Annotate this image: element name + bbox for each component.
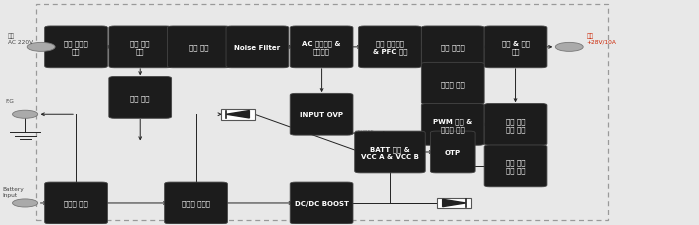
Text: 출력
+28V/10A: 출력 +28V/10A <box>586 33 617 44</box>
Circle shape <box>555 43 583 52</box>
FancyBboxPatch shape <box>438 198 471 209</box>
FancyBboxPatch shape <box>45 27 108 68</box>
FancyBboxPatch shape <box>431 131 475 173</box>
Text: F.G: F.G <box>6 99 15 104</box>
Text: 입력
AC 220V: 입력 AC 220V <box>8 33 33 44</box>
Text: 전력 변환부: 전력 변환부 <box>441 44 465 51</box>
FancyBboxPatch shape <box>290 27 353 68</box>
FancyBboxPatch shape <box>165 182 227 224</box>
Text: 입력 과전류
보호: 입력 과전류 보호 <box>64 40 88 55</box>
FancyBboxPatch shape <box>109 27 172 68</box>
Text: Battery
Input: Battery Input <box>3 187 24 197</box>
Circle shape <box>13 111 38 119</box>
FancyBboxPatch shape <box>421 63 484 105</box>
FancyBboxPatch shape <box>221 109 254 120</box>
Text: 서지 보호: 서지 보호 <box>189 44 208 51</box>
Bar <box>36 5 607 220</box>
Text: 돌입 전류
방지: 돌입 전류 방지 <box>131 40 150 55</box>
Text: 출력 전압
다음 회로: 출력 전압 다음 회로 <box>506 118 525 132</box>
Text: AC 입력정류 &
정렬회로: AC 입력정류 & 정렬회로 <box>303 40 341 55</box>
Text: Noise Filter: Noise Filter <box>234 45 280 51</box>
Text: ON/OFF: ON/OFF <box>443 150 463 155</box>
FancyBboxPatch shape <box>421 27 484 68</box>
Text: 과방전 차단부: 과방전 차단부 <box>182 200 210 206</box>
Text: BATT 충전 &
VCC A & VCC B: BATT 충전 & VCC A & VCC B <box>361 145 419 159</box>
Text: INPUT OVP: INPUT OVP <box>300 112 343 118</box>
FancyBboxPatch shape <box>45 182 108 224</box>
FancyBboxPatch shape <box>484 104 547 146</box>
FancyBboxPatch shape <box>421 104 484 146</box>
FancyBboxPatch shape <box>290 182 353 224</box>
Text: 역률 보상회로
& PFC 제어: 역률 보상회로 & PFC 제어 <box>373 40 408 55</box>
Text: DC/DC BOOST: DC/DC BOOST <box>294 200 349 206</box>
Text: 정류 & 평활
회로: 정류 & 평활 회로 <box>501 40 530 55</box>
Text: 과전류 보호: 과전류 보호 <box>64 200 88 206</box>
Text: 출력 전압
감지 회로: 출력 전압 감지 회로 <box>506 159 525 173</box>
Circle shape <box>13 199 38 207</box>
Text: 서지 보호: 서지 보호 <box>131 95 150 101</box>
Text: 스위칭 회로: 스위칭 회로 <box>441 81 465 87</box>
FancyBboxPatch shape <box>354 131 425 173</box>
FancyBboxPatch shape <box>109 77 172 119</box>
FancyBboxPatch shape <box>290 94 353 135</box>
FancyBboxPatch shape <box>484 27 547 68</box>
Polygon shape <box>442 199 466 207</box>
FancyBboxPatch shape <box>226 27 289 68</box>
Text: OTP: OTP <box>445 149 461 155</box>
Polygon shape <box>226 111 250 118</box>
FancyBboxPatch shape <box>168 27 230 68</box>
Text: ON/OFF: ON/OFF <box>355 129 375 134</box>
FancyBboxPatch shape <box>484 145 547 187</box>
FancyBboxPatch shape <box>359 27 421 68</box>
Text: PWM 제어 &
과전류 보호: PWM 제어 & 과전류 보호 <box>433 118 473 132</box>
Circle shape <box>27 43 55 52</box>
